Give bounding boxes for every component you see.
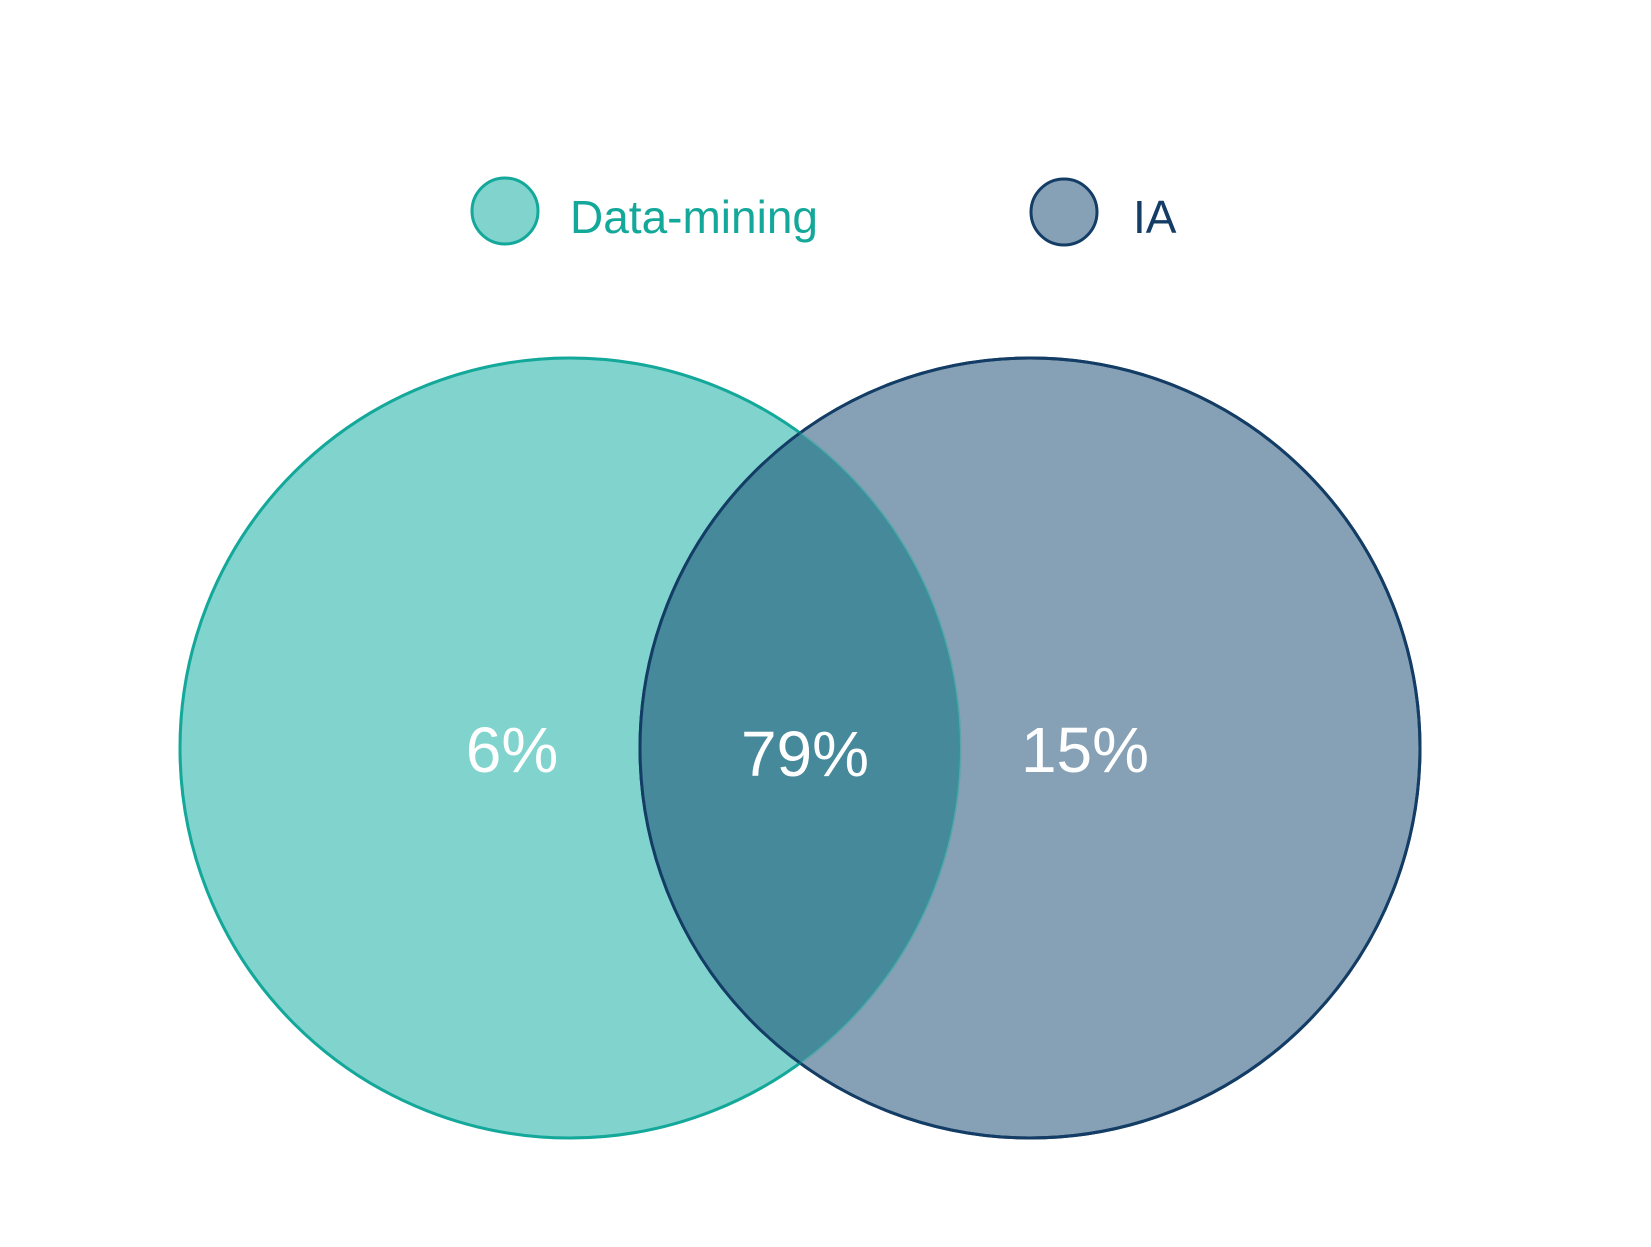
region-label-data-mining-only: 6% xyxy=(466,714,559,786)
legend-swatch-ia xyxy=(1029,177,1099,247)
legend-item-data-mining: Data-mining xyxy=(470,176,818,246)
legend: Data-mining IA xyxy=(470,176,1177,247)
venn-circles xyxy=(178,356,1422,1140)
legend-label-ia: IA xyxy=(1133,191,1177,243)
set-circle-ia-outline xyxy=(638,356,1422,1140)
legend-item-ia: IA xyxy=(1029,177,1177,247)
set-circle-data-mining-outline xyxy=(178,356,962,1140)
region-label-ia-only: 15% xyxy=(1021,714,1149,786)
region-label-intersection: 79% xyxy=(741,718,869,790)
region-labels: 6% 79% 15% xyxy=(466,714,1149,790)
set-intersection xyxy=(640,358,960,1138)
legend-swatch-data-mining xyxy=(470,176,540,246)
legend-label-data-mining: Data-mining xyxy=(570,191,818,243)
